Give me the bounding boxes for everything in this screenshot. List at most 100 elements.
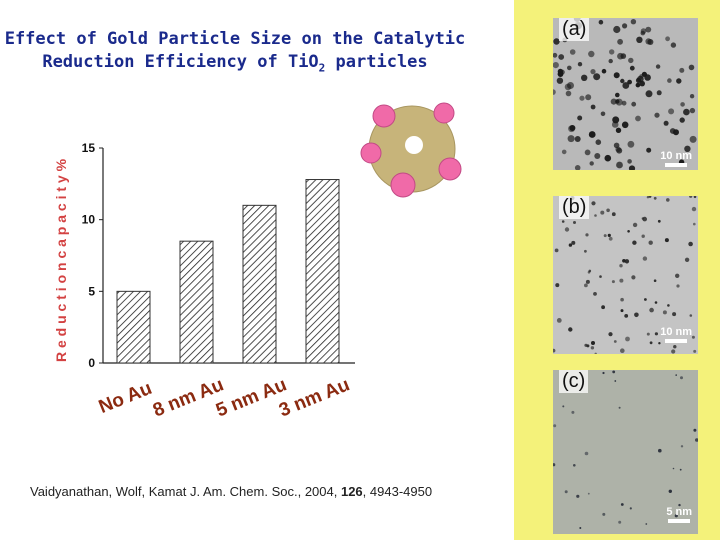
gold-decorated-tio2-particle-icon — [360, 102, 462, 198]
tem-particle — [598, 19, 604, 25]
bar-2 — [179, 240, 214, 364]
tem-particle — [664, 238, 669, 243]
tem-particle — [564, 227, 570, 232]
tem-particle — [670, 42, 677, 48]
tem-particle — [627, 140, 635, 148]
tem-particle — [617, 38, 623, 45]
tem-particle — [675, 273, 680, 278]
tem-particle — [629, 65, 635, 71]
tem-particle — [663, 120, 669, 126]
tem-texture-a — [553, 18, 698, 170]
tem-particle — [601, 305, 605, 310]
tem-particle — [613, 72, 620, 79]
tem-particle — [624, 314, 629, 318]
tem-particle — [589, 161, 594, 166]
tem-particle — [680, 376, 683, 380]
tem-particle — [689, 94, 695, 99]
tem-particle — [691, 206, 697, 212]
tem-particle — [630, 19, 637, 25]
y-tick-label: 5 — [88, 284, 95, 298]
tem-particle — [573, 464, 576, 467]
tem-particle — [577, 115, 583, 121]
y-tick-label: 10 — [82, 213, 96, 227]
tem-particle — [571, 240, 576, 245]
tem-particle — [640, 30, 646, 36]
panel-a-scale: 10 nm — [660, 150, 692, 167]
tem-particle — [649, 307, 654, 313]
tem-particle — [688, 64, 695, 71]
tem-particle — [601, 68, 607, 74]
tem-particle — [594, 352, 597, 354]
tem-particle — [619, 278, 624, 283]
y-tick-label: 0 — [88, 356, 95, 370]
tem-particle — [608, 332, 613, 337]
tem-particle — [672, 467, 675, 470]
y-axis-label: R e d u c t i o n c a p a c i t y % — [53, 158, 69, 362]
tem-particle — [584, 283, 588, 288]
panel-c-scale-text: 5 nm — [666, 506, 692, 518]
tem-particle — [654, 112, 660, 118]
tem-particle — [618, 406, 621, 409]
tem-particle — [680, 102, 685, 107]
tem-particle — [608, 236, 613, 241]
scale-bar-icon — [665, 339, 688, 343]
tem-particle — [581, 74, 588, 81]
tem-particle — [611, 212, 616, 217]
tem-particle — [627, 79, 632, 85]
tem-particle — [668, 108, 675, 115]
tem-particle — [606, 208, 610, 213]
tem-particle — [556, 77, 564, 84]
tem-particle — [587, 271, 591, 274]
citation-authors: Vaidyanathan, Wolf, Kamat J. Am. Chem. S… — [30, 484, 298, 499]
tem-particle — [645, 26, 652, 33]
tem-particle — [693, 428, 697, 432]
tem-particle — [562, 405, 565, 408]
tem-particle — [613, 25, 621, 34]
tem-particle — [616, 161, 623, 169]
scale-bar-icon — [665, 163, 688, 167]
tem-particle — [617, 52, 624, 60]
panel-b-tag: (b) — [559, 196, 590, 219]
tem-particle — [679, 117, 685, 123]
tem-particle — [561, 149, 567, 155]
tem-particle — [565, 90, 572, 97]
tem-particle — [624, 259, 630, 264]
bar-1 — [116, 290, 151, 364]
tem-particle — [642, 256, 648, 261]
tem-particle — [591, 341, 595, 345]
tem-particle — [567, 65, 572, 71]
tem-texture-b — [553, 196, 698, 354]
tem-particle — [646, 332, 650, 336]
tem-particle — [653, 279, 657, 282]
tem-particle — [689, 107, 696, 114]
tem-particle — [628, 57, 634, 64]
tem-background — [553, 370, 698, 534]
y-tick-label: 15 — [82, 141, 96, 155]
tem-particle — [684, 257, 690, 262]
title-line-2-tail: particles — [325, 52, 428, 72]
tem-particle — [618, 520, 622, 524]
tem-texture-c — [553, 370, 698, 534]
panel-a-scale-text: 10 nm — [660, 150, 692, 162]
tem-particle — [620, 309, 624, 313]
tem-particle — [611, 121, 619, 128]
tem-particle — [689, 314, 693, 317]
citation: Vaidyanathan, Wolf, Kamat J. Am. Chem. S… — [30, 484, 432, 499]
tem-particle — [636, 36, 643, 43]
tem-particle — [625, 336, 630, 342]
tem-particle — [679, 67, 685, 73]
category-label-4: 3 nm Au — [276, 374, 353, 421]
tem-particle — [671, 349, 676, 354]
tem-particle — [590, 104, 596, 110]
tem-particle — [675, 374, 677, 376]
tem-particle — [649, 341, 653, 345]
citation-pages: , 4943-4950 — [362, 484, 433, 499]
tem-particle — [584, 249, 587, 253]
tem-particle — [553, 62, 559, 69]
chart-bars — [116, 179, 340, 364]
tem-particle — [627, 159, 632, 164]
panel-a-tag: (a) — [559, 18, 590, 41]
tem-background — [553, 196, 698, 354]
tem-particle — [571, 410, 575, 414]
tem-particle — [564, 83, 572, 91]
